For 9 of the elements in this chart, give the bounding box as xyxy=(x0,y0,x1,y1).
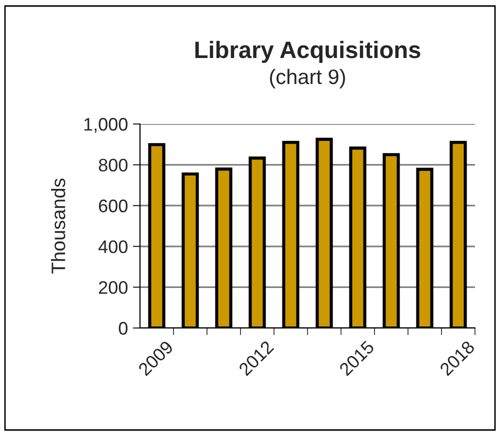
y-tick-label: 800 xyxy=(98,158,128,172)
y-tick-label: 400 xyxy=(98,240,128,254)
y-tick-label: 200 xyxy=(98,281,128,294)
chart-title: Library Acquisitions xyxy=(195,40,420,63)
y-axis-title: Thousands xyxy=(51,178,66,274)
y-tick-label: 1,000 xyxy=(84,118,128,133)
chart-subtitle: (chart 9) xyxy=(270,68,345,88)
y-tick-label: 0 xyxy=(118,322,128,335)
y-tick-label: 600 xyxy=(98,200,128,212)
